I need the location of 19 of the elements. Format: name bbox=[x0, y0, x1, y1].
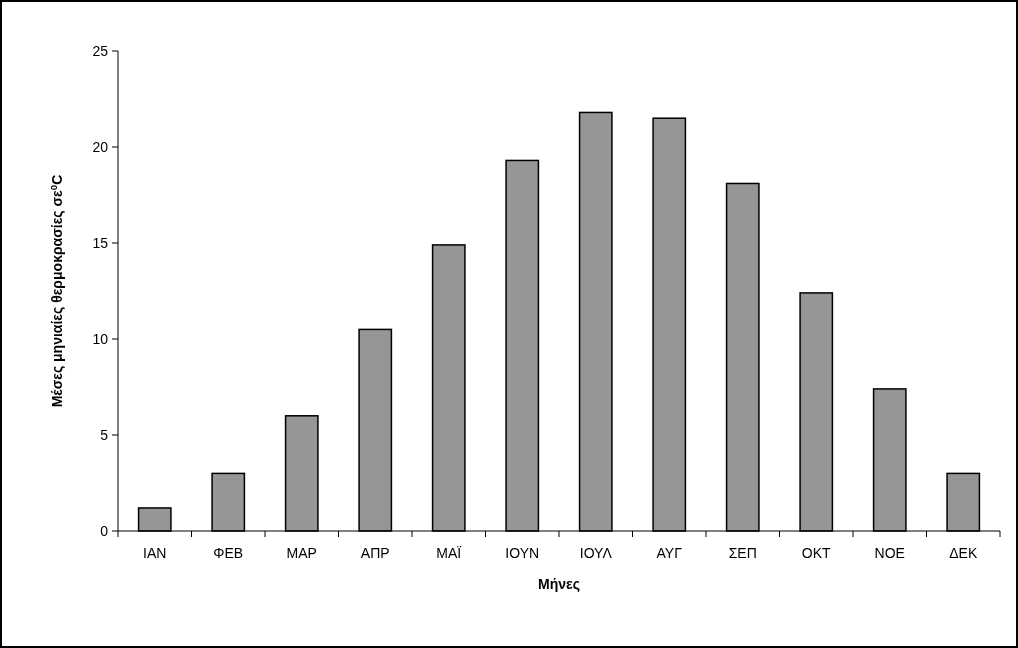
x-tick-label: ΑΠΡ bbox=[360, 545, 390, 561]
y-tick-label: 25 bbox=[92, 42, 109, 59]
y-tick-label: 5 bbox=[100, 426, 109, 443]
x-tick-label: ΣΕΠ bbox=[728, 545, 757, 561]
x-tick-label: ΝΟΕ bbox=[874, 545, 905, 561]
x-tick-label: ΙΑΝ bbox=[143, 545, 167, 561]
x-tick-label: ΜΑΪ bbox=[436, 545, 462, 561]
x-tick-label: ΔΕΚ bbox=[949, 545, 978, 561]
x-tick-label: ΟΚΤ bbox=[801, 545, 832, 561]
y-tick-label: 20 bbox=[92, 138, 109, 155]
x-tick-label: ΑΥΓ bbox=[656, 545, 683, 561]
x-tick-label: ΙΟΥΛ bbox=[579, 545, 613, 561]
x-tick-label: ΙΟΥΝ bbox=[505, 545, 540, 561]
y-tick-label: 10 bbox=[92, 330, 109, 347]
y-tick-label: 0 bbox=[100, 522, 109, 539]
x-axis-title: Μήνες bbox=[538, 576, 580, 592]
y-tick-label: 15 bbox=[92, 234, 109, 251]
x-tick-label: ΦΕΒ bbox=[213, 545, 244, 561]
x-tick-label: ΜΑΡ bbox=[286, 545, 317, 561]
